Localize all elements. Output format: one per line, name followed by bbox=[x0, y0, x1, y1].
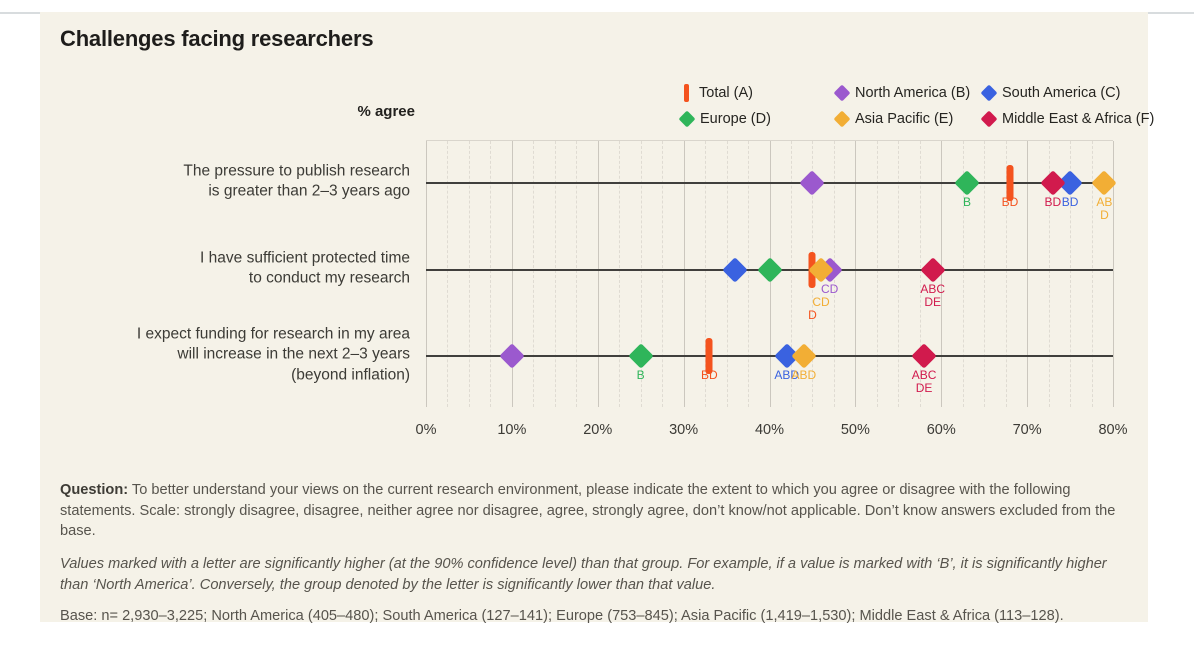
gridline bbox=[468, 141, 470, 407]
data-point-north-america-b-row3 bbox=[499, 343, 525, 369]
gridline bbox=[533, 141, 535, 407]
category-label-1: The pressure to publish research is grea… bbox=[183, 162, 410, 200]
significance-label: ABC DE bbox=[920, 282, 945, 310]
axis-unit-label: % agree bbox=[357, 103, 415, 120]
diamond-legend-icon bbox=[833, 110, 851, 128]
legend: Total (A) North America (B) South America … bbox=[678, 80, 1155, 132]
category-label-3: I expect funding for research in my area… bbox=[136, 325, 410, 384]
significance-label: ABD bbox=[774, 368, 800, 382]
gridline bbox=[1048, 141, 1050, 407]
category-baseline bbox=[426, 182, 1113, 184]
question-label: Question: bbox=[60, 482, 129, 498]
x-axis-tick: 30% bbox=[669, 422, 699, 438]
legend-item-north-america-b: North America (B) bbox=[833, 84, 983, 102]
gridline bbox=[576, 141, 578, 407]
x-axis-tick: 0% bbox=[415, 422, 437, 438]
gridline bbox=[898, 141, 900, 407]
chart-card: Challenges facing researchers % agree To… bbox=[40, 12, 1154, 624]
gridline bbox=[1027, 141, 1029, 407]
gridline bbox=[511, 141, 513, 407]
gridline bbox=[426, 141, 427, 407]
diamond-legend-icon bbox=[678, 110, 696, 128]
gridline bbox=[1091, 141, 1093, 407]
diamond-legend-icon bbox=[980, 84, 998, 102]
legend-label: South America (C) bbox=[1002, 85, 1121, 101]
significance-label: B bbox=[636, 368, 645, 382]
significance-label: BD bbox=[1044, 195, 1062, 209]
gridline bbox=[1070, 141, 1072, 407]
significance-label: ABD bbox=[791, 368, 817, 382]
gridline bbox=[662, 141, 664, 407]
legend-item-asia-pacific-e: Asia Pacific (E) bbox=[833, 110, 983, 128]
gridline bbox=[1005, 141, 1007, 407]
category-label-2: I have sufficient protected time to cond… bbox=[200, 249, 410, 287]
diamond-legend-icon bbox=[833, 84, 851, 102]
gridline bbox=[962, 141, 964, 407]
legend-item-south-america-c: South America (C) bbox=[980, 84, 1154, 102]
gridline bbox=[984, 141, 986, 407]
significance-label: AB D bbox=[1096, 195, 1113, 223]
data-point-total-a-row3 bbox=[705, 338, 713, 374]
chart-title: Challenges facing researchers bbox=[60, 26, 374, 51]
significance-label: CD bbox=[820, 282, 839, 296]
legend-label: Europe (D) bbox=[700, 111, 771, 127]
gridline bbox=[554, 141, 556, 407]
gridline bbox=[683, 141, 685, 407]
question-text: To better understand your views on the c… bbox=[60, 482, 1116, 540]
footnotes: Question: To better understand your view… bbox=[60, 480, 1130, 626]
legend-label: North America (B) bbox=[855, 85, 971, 101]
gridline bbox=[640, 141, 642, 407]
base-note: Base: n= 2,930–3,225; North America (405… bbox=[60, 607, 1064, 624]
gridline bbox=[490, 141, 492, 407]
significance-note: Values marked with a letter are signific… bbox=[60, 556, 1107, 593]
legend-label: Middle East & Africa (F) bbox=[1002, 111, 1155, 127]
data-point-middle-east-africa-f-row3 bbox=[911, 343, 937, 369]
legend-label: Asia Pacific (E) bbox=[855, 111, 954, 127]
x-axis-tick: 50% bbox=[840, 422, 870, 438]
significance-label: BD bbox=[1061, 195, 1079, 209]
x-axis-tick: 70% bbox=[1012, 422, 1042, 438]
legend-label: Total (A) bbox=[699, 85, 753, 101]
diamond-legend-icon bbox=[980, 110, 998, 128]
gridline bbox=[597, 141, 599, 407]
x-axis-tick: 60% bbox=[926, 422, 956, 438]
gridline bbox=[876, 141, 878, 407]
significance-label: ABC DE bbox=[911, 368, 937, 396]
dot-plot: 0% 10% 20% 30% 40% 50% 60% 70% 80% BD D BD CD BD ABD B B… bbox=[416, 140, 1128, 438]
question-paragraph: Question: To better understand your view… bbox=[60, 480, 1130, 542]
gridline bbox=[447, 141, 449, 407]
significance-label: CD bbox=[812, 295, 830, 309]
gridline bbox=[619, 141, 621, 407]
category-baseline bbox=[426, 355, 1113, 357]
x-axis-tick: 40% bbox=[754, 422, 785, 438]
legend-item-middle-east-africa-f: Middle East & Africa (F) bbox=[980, 110, 1155, 128]
legend-item-total-a: Total (A) bbox=[681, 84, 836, 102]
gridline bbox=[855, 141, 857, 407]
significance-label: BD bbox=[701, 368, 718, 382]
gridline bbox=[748, 141, 750, 407]
data-point-north-america-b-row1 bbox=[799, 170, 826, 196]
significance-label: BD bbox=[1001, 195, 1019, 209]
data-point-middle-east-africa-f-row1 bbox=[1040, 170, 1066, 196]
gridline bbox=[790, 141, 792, 407]
data-point-total-a-row1 bbox=[1006, 165, 1014, 201]
gridline bbox=[941, 141, 943, 407]
significance-label: D bbox=[808, 308, 817, 322]
data-point-europe-d-row2 bbox=[756, 257, 783, 283]
significance-label: B bbox=[962, 195, 972, 209]
x-axis-tick: 10% bbox=[497, 422, 527, 438]
gridline bbox=[1113, 141, 1114, 407]
x-axis-tick: 20% bbox=[583, 422, 613, 438]
bar-legend-icon bbox=[684, 84, 689, 102]
data-point-europe-d-row3 bbox=[627, 343, 654, 369]
gridline bbox=[919, 141, 921, 407]
data-point-europe-d-row1 bbox=[954, 170, 980, 196]
x-axis-tick: 80% bbox=[1098, 422, 1128, 438]
gridline bbox=[705, 141, 707, 407]
legend-item-europe-d: Europe (D) bbox=[678, 110, 836, 128]
